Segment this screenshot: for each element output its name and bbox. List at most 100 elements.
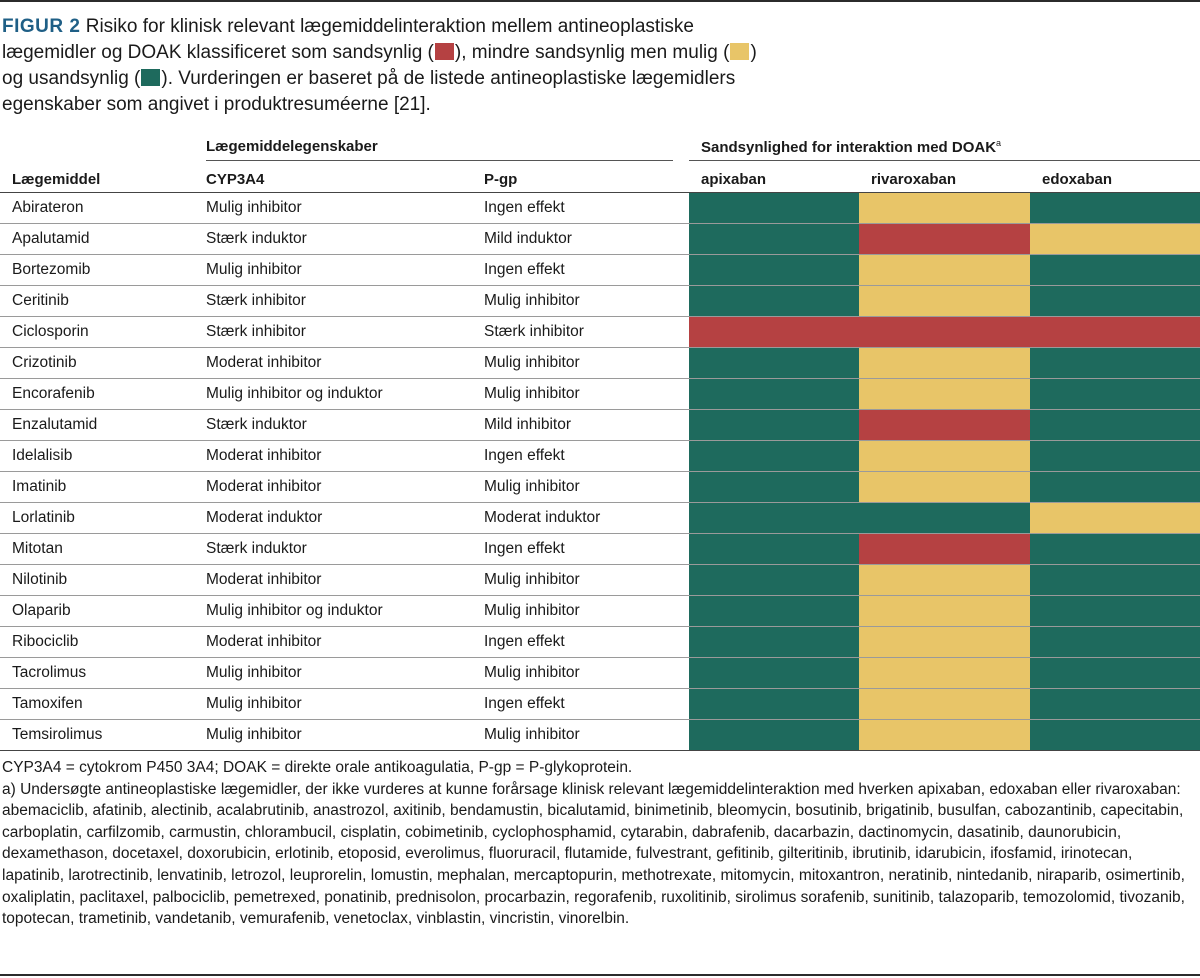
risk-fill-unlikely (1030, 286, 1200, 316)
cell-pgp: Mild inhibitor (472, 409, 689, 441)
cell-drug: Nilotinib (0, 564, 194, 596)
risk-cell-edoxaban (1030, 688, 1200, 720)
col-header-pgp: P-gp (472, 166, 689, 193)
cell-drug: Apalutamid (0, 223, 194, 255)
table-row: Ceritinib Stærk inhibitor Mulig inhibitor (0, 285, 1200, 317)
risk-cell-rivaroxaban (859, 347, 1030, 379)
risk-cell-apixaban (689, 657, 859, 689)
caption-text-3: ) og usandsynlig ( (2, 42, 757, 89)
risk-fill-possible (859, 472, 1030, 502)
cell-pgp: Mulig inhibitor (472, 595, 689, 627)
risk-cell-apixaban (689, 564, 859, 596)
caption-text-2: ), mindre sandsynlig men mulig ( (454, 42, 730, 63)
cell-pgp: Mulig inhibitor (472, 564, 689, 596)
footnote-a: a) Undersøgte antineoplastiske lægemidle… (2, 780, 1185, 928)
risk-fill-unlikely (689, 193, 859, 223)
risk-fill-unlikely (689, 472, 859, 502)
risk-fill-unlikely (1030, 689, 1200, 719)
table-row: Mitotan Stærk induktor Ingen effekt (0, 533, 1200, 565)
cell-drug: Crizotinib (0, 347, 194, 379)
risk-cell-edoxaban (1030, 285, 1200, 317)
table-row: Tacrolimus Mulig inhibitor Mulig inhibitor (0, 657, 1200, 689)
cell-cyp3a4: Mulig inhibitor (194, 254, 472, 286)
risk-fill-likely (859, 317, 1030, 347)
cell-pgp: Ingen effekt (472, 254, 689, 286)
col-header-apixaban: apixaban (689, 166, 859, 193)
figure-caption: FIGUR 2 Risiko for klinisk relevant læge… (2, 14, 782, 118)
risk-fill-unlikely (689, 534, 859, 564)
cell-pgp: Stærk inhibitor (472, 316, 689, 348)
table-row: Apalutamid Stærk induktor Mild induktor (0, 223, 1200, 255)
risk-cell-rivaroxaban (859, 254, 1030, 286)
caption-text-4: ). Vurderingen er baseret på de listede … (2, 68, 736, 115)
risk-fill-unlikely (689, 503, 859, 533)
table-row: Ciclosporin Stærk inhibitor Stærk inhibito… (0, 316, 1200, 348)
risk-cell-edoxaban (1030, 471, 1200, 503)
cell-pgp: Mulig inhibitor (472, 347, 689, 379)
risk-fill-unlikely (689, 627, 859, 657)
col-header-drug: Lægemiddel (0, 166, 194, 193)
cell-drug: Olaparib (0, 595, 194, 627)
risk-fill-possible (859, 441, 1030, 471)
caption-text-1: Risiko for klinisk relevant lægemiddelin… (2, 16, 695, 63)
risk-cell-rivaroxaban (859, 192, 1030, 224)
cell-pgp: Mulig inhibitor (472, 285, 689, 317)
header-row: Lægemiddel CYP3A4 P-gp apixaban rivaroxa… (0, 166, 1200, 193)
risk-cell-rivaroxaban (859, 533, 1030, 565)
risk-fill-unlikely (1030, 348, 1200, 378)
risk-cell-apixaban (689, 409, 859, 441)
risk-cell-edoxaban (1030, 223, 1200, 255)
cell-cyp3a4: Mulig inhibitor (194, 688, 472, 720)
risk-fill-unlikely (1030, 193, 1200, 223)
risk-cell-rivaroxaban (859, 223, 1030, 255)
risk-fill-possible (1030, 503, 1200, 533)
risk-cell-apixaban (689, 502, 859, 534)
cell-pgp: Ingen effekt (472, 440, 689, 472)
cell-cyp3a4: Mulig inhibitor (194, 719, 472, 751)
risk-fill-likely (689, 317, 859, 347)
risk-fill-likely (859, 534, 1030, 564)
cell-drug: Temsirolimus (0, 719, 194, 751)
cell-drug: Bortezomib (0, 254, 194, 286)
risk-cell-edoxaban (1030, 254, 1200, 286)
risk-fill-possible (859, 286, 1030, 316)
risk-cell-apixaban (689, 316, 859, 348)
risk-cell-rivaroxaban (859, 688, 1030, 720)
risk-cell-rivaroxaban (859, 719, 1030, 751)
risk-cell-edoxaban (1030, 719, 1200, 751)
cell-cyp3a4: Moderat induktor (194, 502, 472, 534)
risk-fill-unlikely (1030, 472, 1200, 502)
col-header-edoxaban: edoxaban (1030, 166, 1200, 193)
risk-fill-possible (859, 348, 1030, 378)
table-row: Crizotinib Moderat inhibitor Mulig inhibit… (0, 347, 1200, 379)
risk-fill-unlikely (1030, 720, 1200, 750)
risk-cell-edoxaban (1030, 533, 1200, 565)
risk-cell-edoxaban (1030, 316, 1200, 348)
cell-cyp3a4: Stærk inhibitor (194, 285, 472, 317)
cell-cyp3a4: Moderat inhibitor (194, 564, 472, 596)
cell-pgp: Mulig inhibitor (472, 719, 689, 751)
risk-cell-apixaban (689, 595, 859, 627)
risk-fill-unlikely (1030, 441, 1200, 471)
cell-pgp: Moderat induktor (472, 502, 689, 534)
bottom-rule (0, 974, 1200, 976)
unlikely-swatch-icon (141, 69, 161, 86)
risk-cell-rivaroxaban (859, 378, 1030, 410)
risk-cell-apixaban (689, 626, 859, 658)
table-row: Bortezomib Mulig inhibitor Ingen effekt (0, 254, 1200, 286)
likely-swatch-icon (434, 43, 454, 60)
risk-cell-apixaban (689, 192, 859, 224)
risk-fill-possible (859, 596, 1030, 626)
table-body: Abirateron Mulig inhibitor Ingen effekt Apa… (0, 192, 1200, 751)
risk-cell-rivaroxaban (859, 595, 1030, 627)
table-row: Nilotinib Moderat inhibitor Mulig inhibito… (0, 564, 1200, 596)
cell-cyp3a4: Stærk inhibitor (194, 316, 472, 348)
abbreviations-note: CYP3A4 = cytokrom P450 3A4; DOAK = direk… (2, 759, 633, 776)
risk-cell-apixaban (689, 440, 859, 472)
interaction-table: Lægemiddel CYP3A4 P-gp apixaban rivaroxa… (0, 166, 1200, 751)
risk-fill-likely (1030, 317, 1200, 347)
risk-fill-possible (859, 627, 1030, 657)
risk-fill-possible (1030, 224, 1200, 254)
cell-drug: Tacrolimus (0, 657, 194, 689)
risk-fill-possible (859, 658, 1030, 688)
